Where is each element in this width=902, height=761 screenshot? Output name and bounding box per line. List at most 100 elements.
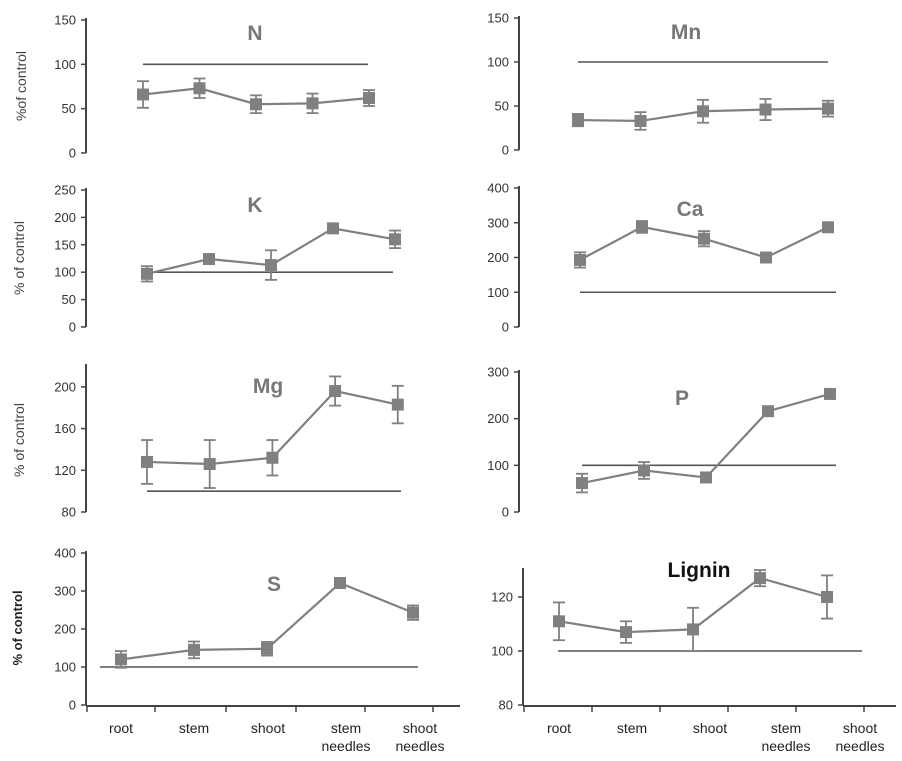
data-point xyxy=(576,477,588,490)
panel-title: K xyxy=(247,194,262,217)
panel-title: Mg xyxy=(253,375,283,398)
data-point xyxy=(821,591,833,603)
y-tick-label: 200 xyxy=(54,379,76,394)
panel-s: 0 100 200 300 400 % of control S xyxy=(10,546,419,713)
data-point xyxy=(306,97,319,110)
data-point xyxy=(760,251,772,264)
y-tick-label: 150 xyxy=(487,11,509,26)
data-point xyxy=(762,405,774,418)
y-tick-label: 0 xyxy=(69,698,76,713)
data-point xyxy=(391,398,404,411)
panel-title: N xyxy=(247,22,262,45)
y-tick-label: 150 xyxy=(54,13,76,28)
y-tick-label: 300 xyxy=(487,365,509,380)
data-point xyxy=(824,387,836,400)
data-point xyxy=(203,253,215,266)
data-point xyxy=(407,606,419,619)
x-axis-right: root stem shoot stem needles shoot needles xyxy=(523,705,896,754)
data-point xyxy=(620,626,632,639)
x-tick-label: stem needles xyxy=(761,720,810,754)
data-point xyxy=(203,458,216,471)
panel-title: Lignin xyxy=(668,559,731,582)
y-tick-label: 80 xyxy=(499,698,513,713)
data-point xyxy=(363,92,375,105)
series-line xyxy=(581,392,831,485)
x-tick-label: stem needles xyxy=(321,720,370,754)
data-point xyxy=(266,451,279,464)
panel-ca: 0 100 200 300 400 Ca xyxy=(487,181,836,335)
data-point xyxy=(636,220,648,233)
data-point xyxy=(327,222,339,235)
y-tick-label: 160 xyxy=(54,421,76,436)
data-point xyxy=(334,577,346,590)
data-point xyxy=(822,221,834,234)
data-point xyxy=(389,233,401,246)
data-point xyxy=(265,259,277,272)
data-point xyxy=(822,102,834,115)
y-tick-label: 0 xyxy=(502,320,509,335)
y-tick-label: 0 xyxy=(69,320,76,335)
y-axis-label: % of control xyxy=(11,403,27,477)
y-tick-label: 100 xyxy=(487,458,509,473)
y-tick-label: 100 xyxy=(54,265,76,280)
y-tick-label: 100 xyxy=(54,660,76,675)
panel-n: 0 50 100 150 %of control N xyxy=(13,13,375,161)
y-tick-label: 0 xyxy=(502,505,509,520)
y-tick-label: 300 xyxy=(54,584,76,599)
y-tick-label: 100 xyxy=(491,644,513,659)
y-axis-label: % of control xyxy=(10,590,25,665)
y-tick-label: 120 xyxy=(491,590,513,605)
data-point xyxy=(700,471,712,484)
panel-mn: 0 50 100 150 Mn xyxy=(487,11,834,158)
data-point xyxy=(754,572,766,585)
data-point xyxy=(141,267,153,280)
panel-title: Ca xyxy=(677,198,704,221)
panel-mg: 80 120 160 200 % of control Mg xyxy=(11,364,404,520)
x-tick-label: shoot xyxy=(251,720,285,736)
data-point xyxy=(115,653,127,666)
y-tick-label: 50 xyxy=(62,101,76,116)
y-tick-label: 200 xyxy=(54,210,76,225)
y-tick-label: 100 xyxy=(487,285,509,300)
x-axis-left: root stem shoot stem needles shoot needles xyxy=(86,705,460,754)
data-point xyxy=(141,455,153,468)
data-point xyxy=(261,642,273,655)
y-tick-label: 200 xyxy=(487,250,509,265)
y-axis-label: % of control xyxy=(11,221,27,295)
data-point xyxy=(574,253,586,266)
y-tick-label: 300 xyxy=(487,215,509,230)
data-point xyxy=(329,385,342,398)
y-tick-label: 0 xyxy=(502,143,509,158)
data-point xyxy=(137,88,149,101)
y-tick-label: 80 xyxy=(62,505,76,520)
y-tick-label: 0 xyxy=(69,146,76,161)
y-tick-label: 200 xyxy=(54,622,76,637)
y-tick-label: 150 xyxy=(54,237,76,252)
x-tick-label: root xyxy=(547,720,571,736)
panel-lignin: 80 100 120 Lignin xyxy=(491,559,862,713)
data-point xyxy=(698,232,710,245)
data-point xyxy=(572,114,584,127)
y-tick-label: 200 xyxy=(487,411,509,426)
x-tick-label: shoot needles xyxy=(395,720,444,754)
x-tick-label: root xyxy=(109,720,133,736)
y-tick-label: 100 xyxy=(54,57,76,72)
data-point xyxy=(193,82,206,95)
panel-title: Mn xyxy=(671,21,701,44)
data-point xyxy=(188,643,200,656)
y-tick-label: 100 xyxy=(487,55,509,70)
y-tick-label: 250 xyxy=(54,183,76,198)
y-tick-label: 50 xyxy=(495,99,509,114)
panel-p: 0 100 200 300 P xyxy=(487,365,836,520)
y-tick-label: 400 xyxy=(54,546,76,561)
data-point xyxy=(687,623,699,636)
data-point xyxy=(250,98,262,111)
data-point xyxy=(638,464,650,477)
x-tick-label: stem xyxy=(617,720,647,736)
y-axis-label: %of control xyxy=(13,51,29,121)
data-point xyxy=(634,114,647,127)
data-point xyxy=(697,105,709,118)
x-tick-label: shoot needles xyxy=(835,720,884,754)
x-tick-label: stem xyxy=(179,720,209,736)
